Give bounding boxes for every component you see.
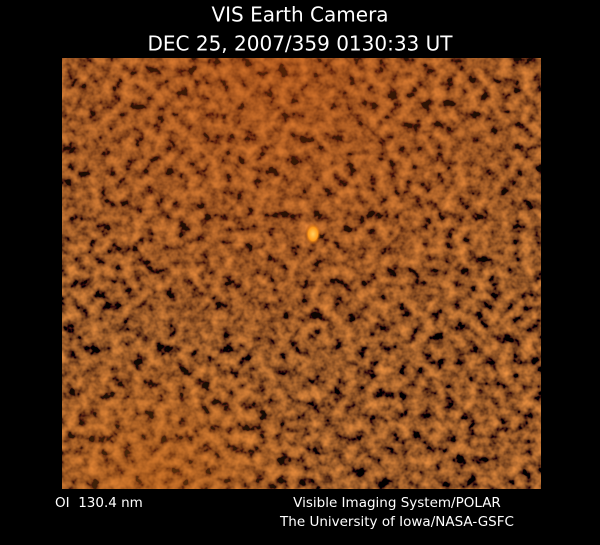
title: VIS Earth Camera xyxy=(211,3,388,27)
bright-spot xyxy=(305,223,321,245)
credit-label: The University of Iowa/NASA-GSFC xyxy=(279,514,514,530)
image-glow xyxy=(62,58,541,489)
camera-image xyxy=(62,58,541,489)
wavelength-label: OI 130.4 nm xyxy=(55,495,143,511)
timestamp: DEC 25, 2007/359 0130:33 UT xyxy=(148,32,454,56)
instrument-label: Visible Imaging System/POLAR xyxy=(293,495,501,511)
